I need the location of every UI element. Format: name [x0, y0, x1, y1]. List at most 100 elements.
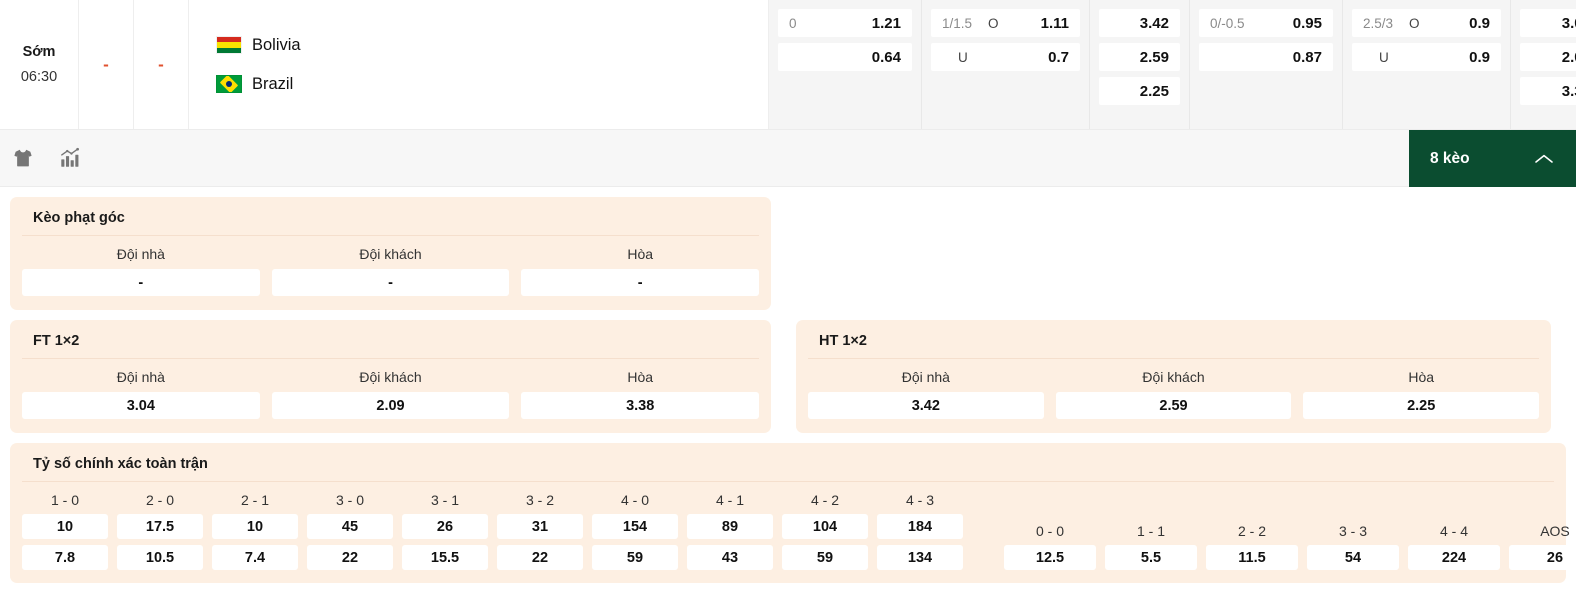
- odds-cell[interactable]: 3.38: [1520, 77, 1576, 105]
- odds-button-home[interactable]: 184: [877, 514, 963, 539]
- score-label: 4 - 2: [810, 492, 839, 508]
- odds-cell[interactable]: 1/1.5 O 1.11: [931, 9, 1080, 37]
- odds-under-marker: U: [1379, 49, 1389, 65]
- odds-button-draw[interactable]: 2.25: [1303, 392, 1540, 419]
- odds-cell[interactable]: 0.64: [778, 43, 912, 71]
- odds-button-draw[interactable]: -: [521, 269, 760, 296]
- column-header-draw: Hòa: [627, 246, 654, 262]
- score-column: 3 - 0 45 22: [307, 492, 393, 570]
- column-header-away: Đội khách: [1142, 369, 1205, 385]
- jersey-icon[interactable]: [9, 144, 37, 172]
- odds-value: 2.09: [1561, 48, 1576, 66]
- bolivia-flag: [216, 36, 242, 54]
- odds-button-away[interactable]: 15.5: [402, 545, 488, 570]
- teams-block[interactable]: Bolivia Brazil: [189, 0, 769, 129]
- odds-button-away[interactable]: 22: [307, 545, 393, 570]
- odds-button-home[interactable]: 89: [687, 514, 773, 539]
- market-title-ht1x2: HT 1×2: [808, 333, 1539, 359]
- odds-value: 3.42: [1139, 14, 1169, 32]
- odds-cell[interactable]: 2.59: [1099, 43, 1180, 71]
- odds-button-home[interactable]: -: [22, 269, 260, 296]
- markets-body: Kèo phạt góc Đội nhà - Đội khách - Hòa -: [0, 187, 1576, 583]
- odds-button-aos[interactable]: 26: [1509, 545, 1576, 570]
- score-column: 4 - 0 154 59: [592, 492, 678, 570]
- market-card-ht1x2: HT 1×2 Đội nhà 3.42 Đội khách 2.59 Hòa 2…: [796, 320, 1551, 433]
- odds-button-away[interactable]: 2.09: [271, 392, 510, 419]
- markets-count-label: 8 kèo: [1430, 149, 1470, 167]
- match-kickoff-time: 06:30: [20, 69, 58, 85]
- odds-value: 2.59: [1139, 48, 1169, 66]
- odds-button-away[interactable]: 7.4: [212, 545, 298, 570]
- market-column: Hòa 2.25: [1303, 369, 1540, 419]
- odds-button-home[interactable]: 17.5: [117, 514, 203, 539]
- team-row-away[interactable]: Brazil: [216, 75, 768, 94]
- odds-button-home[interactable]: 3.42: [808, 392, 1044, 419]
- odds-button-draw[interactable]: 5.5: [1105, 545, 1197, 570]
- odds-cell[interactable]: 0/-0.5 0.95: [1199, 9, 1333, 37]
- odds-button-draw[interactable]: 3.38: [521, 392, 760, 419]
- market-card-corner: Kèo phạt góc Đội nhà - Đội khách - Hòa -: [10, 197, 771, 310]
- odds-button-home[interactable]: 31: [497, 514, 583, 539]
- odds-group-onextwo-ft: 3.04 2.09 3.38: [1511, 0, 1576, 129]
- market-title-corner: Kèo phạt góc: [22, 210, 759, 236]
- odds-line: 2.5/3: [1363, 15, 1394, 31]
- score-column-draw: 1 - 1 5.5: [1105, 523, 1197, 570]
- odds-button-home[interactable]: 26: [402, 514, 488, 539]
- market-column: Đội khách 2.59: [1055, 369, 1292, 419]
- odds-cell[interactable]: 2.25: [1099, 77, 1180, 105]
- odds-button-home[interactable]: 45: [307, 514, 393, 539]
- score-label: 2 - 1: [240, 492, 269, 508]
- odds-button-home[interactable]: 10: [212, 514, 298, 539]
- match-status-label: Sớm: [22, 44, 56, 60]
- match-toolbar: 8 kèo: [0, 130, 1576, 187]
- odds-value: 0.87: [1292, 48, 1322, 66]
- odds-value: 3.04: [1561, 14, 1576, 32]
- odds-cell[interactable]: 2.09: [1520, 43, 1576, 71]
- column-header-draw: Hòa: [1408, 369, 1435, 385]
- team-name-away: Brazil: [252, 74, 294, 93]
- odds-cell[interactable]: 0 1.21: [778, 9, 912, 37]
- market-title-ft1x2: FT 1×2: [22, 333, 759, 359]
- odds-button-away[interactable]: 10.5: [117, 545, 203, 570]
- score-column: 3 - 2 31 22: [497, 492, 583, 570]
- market-columns-corner: Đội nhà - Đội khách - Hòa -: [22, 238, 760, 296]
- odds-value: 1.11: [1040, 14, 1069, 32]
- market-column: Đội khách -: [271, 246, 510, 296]
- odds-cell[interactable]: U 0.9: [1352, 43, 1501, 71]
- team-row-home[interactable]: Bolivia: [216, 36, 768, 55]
- odds-button-home[interactable]: 10: [22, 514, 108, 539]
- odds-button-away[interactable]: 2.59: [1055, 392, 1292, 419]
- odds-button-away[interactable]: 43: [687, 545, 773, 570]
- odds-button-home[interactable]: 104: [782, 514, 868, 539]
- odds-button-away[interactable]: 22: [497, 545, 583, 570]
- odds-button-draw[interactable]: 12.5: [1004, 545, 1096, 570]
- score-column-draw: 4 - 4 224: [1408, 523, 1500, 570]
- odds-button-away[interactable]: 59: [592, 545, 678, 570]
- odds-button-away[interactable]: 134: [877, 545, 963, 570]
- statistics-icon[interactable]: [56, 144, 84, 172]
- odds-button-draw[interactable]: 54: [1307, 545, 1399, 570]
- odds-cell[interactable]: 3.42: [1099, 9, 1180, 37]
- score-label: 0 - 0: [1035, 523, 1064, 539]
- odds-button-away[interactable]: 59: [782, 545, 868, 570]
- market-column: Đội nhà 3.04: [22, 369, 260, 419]
- header-odds-area: 0 1.21 0.64 1/1.5 O 1.11 U 0.7: [769, 0, 1576, 129]
- score-column-draw: 0 - 0 12.5: [1004, 523, 1096, 570]
- markets-row-correct-score: Tỷ số chính xác toàn trận 1 - 0 10 7.8 2…: [10, 443, 1576, 583]
- odds-button-away[interactable]: 7.8: [22, 545, 108, 570]
- correct-score-grid: 1 - 0 10 7.8 2 - 0 17.5 10.5 2 - 1 10: [22, 484, 1576, 570]
- odds-cell[interactable]: 3.04: [1520, 9, 1576, 37]
- odds-button-home[interactable]: 154: [592, 514, 678, 539]
- score-label: 3 - 1: [430, 492, 459, 508]
- market-column: Đội nhà -: [22, 246, 260, 296]
- odds-cell[interactable]: U 0.7: [931, 43, 1080, 71]
- odds-cell[interactable]: 0.87: [1199, 43, 1333, 71]
- team-name-home: Bolivia: [252, 35, 301, 54]
- odds-button-home[interactable]: 3.04: [22, 392, 260, 419]
- odds-group-handicap-ht: 0/-0.5 0.95 0.87: [1190, 0, 1343, 129]
- odds-button-away[interactable]: -: [271, 269, 510, 296]
- odds-button-draw[interactable]: 224: [1408, 545, 1500, 570]
- markets-toggle-button[interactable]: 8 kèo: [1409, 130, 1576, 187]
- odds-cell[interactable]: 2.5/3 O 0.9: [1352, 9, 1501, 37]
- odds-button-draw[interactable]: 11.5: [1206, 545, 1298, 570]
